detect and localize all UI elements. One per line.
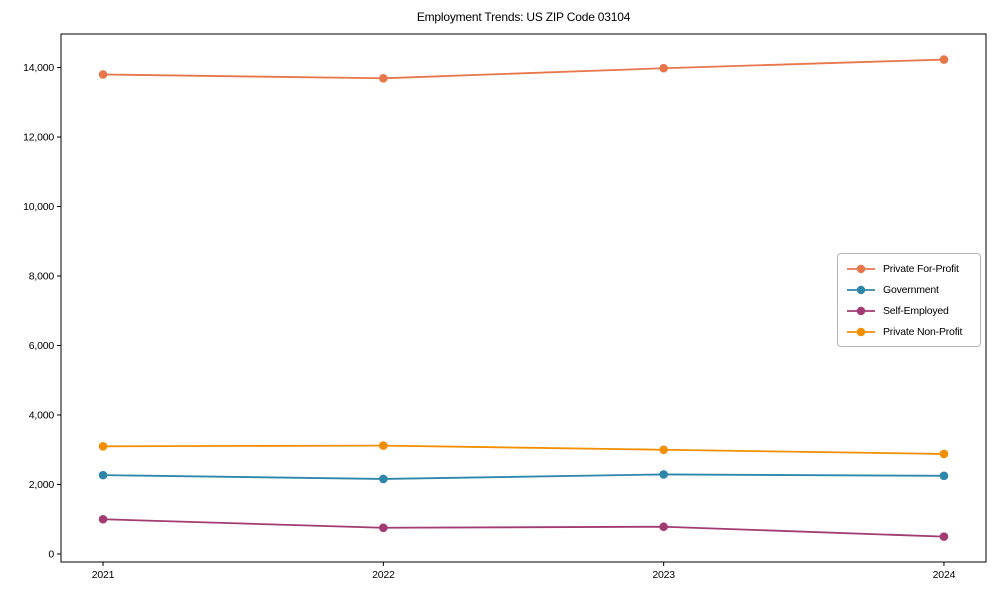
data-point-private-for-profit [98, 70, 108, 79]
legend-marker-icon [856, 285, 866, 294]
y-tick-label: 6,000 [29, 340, 55, 352]
legend-label: Self-Employed [883, 304, 949, 317]
legend-swatch-icon [847, 327, 875, 336]
data-point-private-for-profit [659, 63, 668, 73]
legend-swatch-icon [847, 264, 875, 273]
series-line-government [102, 473, 945, 480]
data-point-private-for-profit [379, 74, 388, 83]
axes-spines [60, 33, 987, 563]
series-line-private-for-profit [102, 58, 945, 80]
data-point-private-for-profit [939, 55, 949, 64]
series-line-private-non-profit [102, 444, 945, 455]
y-tick-label: 0 [48, 548, 54, 560]
legend-marker-icon [856, 306, 866, 315]
legend-item: Private For-Profit [846, 260, 972, 277]
y-tick-label: 14,000 [23, 62, 54, 74]
legend-item: Self-Employed [846, 302, 972, 319]
data-point-self-employed [379, 523, 388, 533]
legend-label: Government [883, 283, 939, 296]
series-line-self-employed [102, 518, 945, 538]
data-point-self-employed [98, 514, 108, 524]
y-tick-label: 12,000 [23, 131, 54, 143]
legend-swatch-icon [847, 306, 875, 315]
data-point-government [379, 474, 388, 484]
chart-title: Employment Trends: US ZIP Code 03104 [416, 10, 631, 24]
data-point-self-employed [939, 532, 949, 541]
data-point-private-non-profit [98, 441, 108, 451]
data-point-private-non-profit [939, 449, 949, 459]
legend-label: Private Non-Profit [883, 325, 963, 338]
legend-marker-icon [856, 264, 866, 273]
legend-item: Private Non-Profit [846, 323, 972, 340]
legend-item: Government [846, 281, 972, 298]
data-point-government [659, 470, 668, 479]
data-point-government [98, 470, 108, 480]
data-point-self-employed [659, 522, 668, 532]
y-tick-label: 2,000 [29, 479, 55, 491]
legend-marker-icon [856, 327, 866, 336]
y-tick-label: 4,000 [29, 409, 55, 421]
legend-swatch-icon [847, 285, 875, 294]
data-point-private-non-profit [659, 445, 668, 455]
data-point-private-non-profit [379, 441, 388, 450]
y-tick-label: 10,000 [23, 201, 54, 213]
y-tick-label: 8,000 [29, 270, 55, 282]
x-tick-label: 2023 [652, 569, 675, 581]
data-point-government [939, 471, 949, 481]
x-tick-label: 2021 [92, 569, 115, 581]
x-tick-label: 2022 [372, 569, 395, 581]
legend-label: Private For-Profit [883, 262, 959, 275]
legend: Private For-Profit Government Self-Employe… [837, 253, 981, 347]
x-tick-label: 2024 [933, 569, 956, 581]
